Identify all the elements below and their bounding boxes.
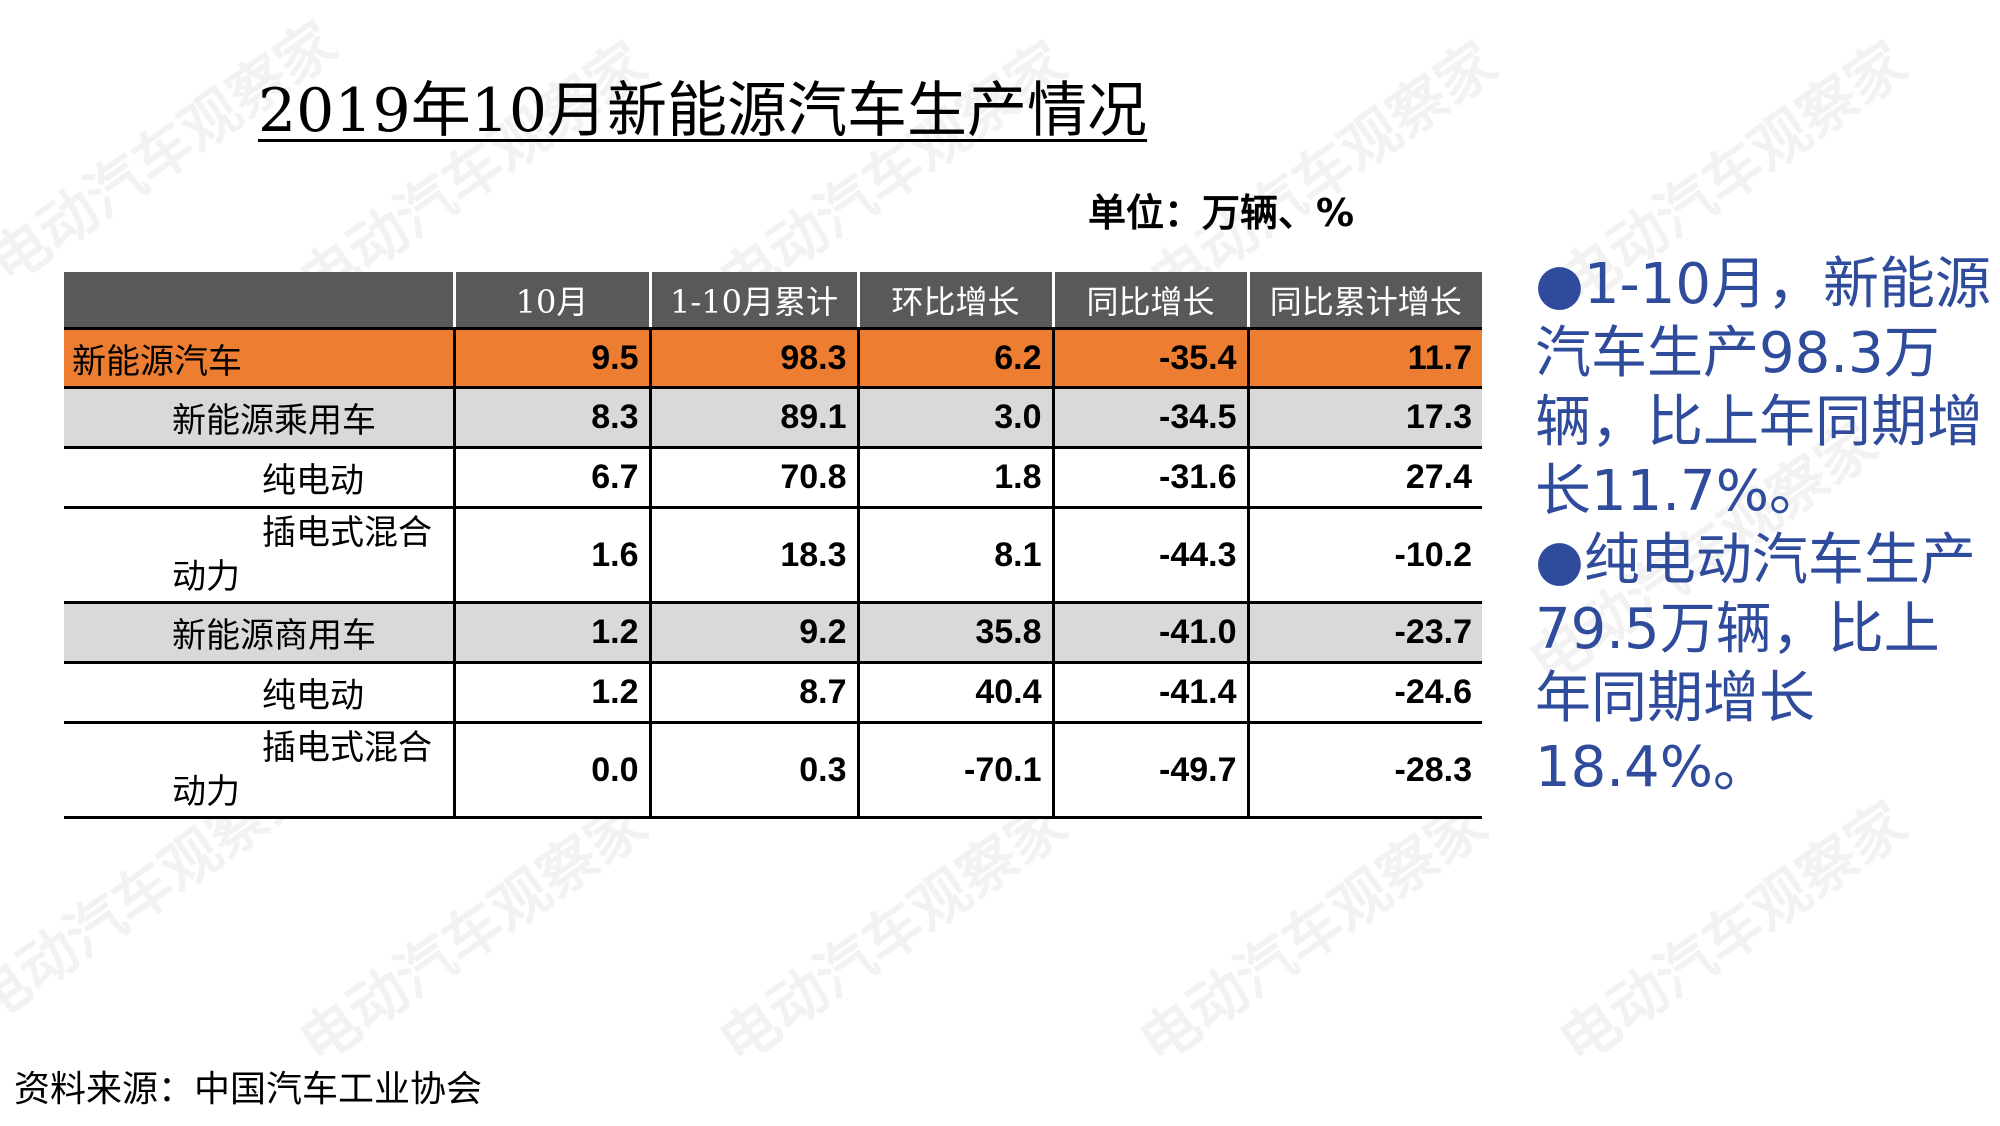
table-header-row: 10月 1-10月累计 环比增长 同比增长 同比累计增长 (64, 272, 1482, 330)
header-cell: 同比增长 (1051, 272, 1248, 330)
table-cell: 27.4 (1246, 447, 1482, 509)
table-row: 新能源乘用车 8.3 89.1 3.0 -34.5 17.3 (64, 387, 1482, 449)
row-label: 新能源汽车 (64, 328, 454, 389)
table-cell: -23.7 (1246, 602, 1482, 664)
header-cell (64, 272, 454, 330)
table-cell: -24.6 (1246, 662, 1482, 724)
table-cell: 70.8 (648, 447, 858, 509)
table-cell: 35.8 (856, 602, 1053, 664)
row-label-line: 动力 (172, 772, 240, 812)
table-cell: 11.7 (1246, 328, 1482, 389)
table-cell: 89.1 (648, 387, 858, 449)
table-cell: 8.7 (648, 662, 858, 724)
row-label-line: 动力 (172, 557, 240, 597)
table-cell: -70.1 (856, 722, 1053, 819)
watermark: 电动汽车观察家 (707, 788, 1079, 1078)
table-cell: 1.2 (452, 602, 650, 664)
table-row: 纯电动 1.2 8.7 40.4 -41.4 -24.6 (64, 662, 1482, 724)
watermark: 电动汽车观察家 (1547, 788, 1919, 1078)
table-cell: -49.7 (1051, 722, 1248, 819)
table-cell: -41.4 (1051, 662, 1248, 724)
table-row: 新能源商用车 1.2 9.2 35.8 -41.0 -23.7 (64, 602, 1482, 664)
table-cell: 98.3 (648, 328, 858, 389)
header-cell: 环比增长 (856, 272, 1053, 330)
row-label: 插电式混合 动力 (64, 722, 454, 819)
table-cell: 18.3 (648, 507, 858, 604)
table-cell: 3.0 (856, 387, 1053, 449)
table-cell: 6.2 (856, 328, 1053, 389)
table-row: 纯电动 6.7 70.8 1.8 -31.6 27.4 (64, 447, 1482, 509)
table-cell: -44.3 (1051, 507, 1248, 604)
table-cell: -34.5 (1051, 387, 1248, 449)
table-cell: 40.4 (856, 662, 1053, 724)
source-note: 资料来源：中国汽车工业协会 (14, 1069, 483, 1110)
table-cell: 17.3 (1246, 387, 1482, 449)
row-label: 插电式混合 动力 (64, 507, 454, 604)
table-row: 新能源汽车 9.5 98.3 6.2 -35.4 11.7 (64, 328, 1482, 389)
row-label-line: 插电式混合 (262, 728, 432, 768)
production-table: 10月 1-10月累计 环比增长 同比增长 同比累计增长 新能源汽车 9.5 9… (64, 272, 1482, 819)
table-cell: -28.3 (1246, 722, 1482, 819)
table-cell: -41.0 (1051, 602, 1248, 664)
table-cell: 9.2 (648, 602, 858, 664)
table-cell: 1.6 (452, 507, 650, 604)
summary-note: ●纯电动汽车生产79.5万辆，比上年同期增长18.4%。 (1535, 528, 1976, 800)
table-row: 插电式混合 动力 1.6 18.3 8.1 -44.3 -10.2 (64, 507, 1482, 604)
table-cell: -10.2 (1246, 507, 1482, 604)
table-cell: 8.1 (856, 507, 1053, 604)
unit-label: 单位：万辆、% (1088, 191, 1355, 235)
table-cell: 1.8 (856, 447, 1053, 509)
table-row: 插电式混合 动力 0.0 0.3 -70.1 -49.7 -28.3 (64, 722, 1482, 819)
table-cell: 9.5 (452, 328, 650, 389)
page-title: 2019年10月新能源汽车生产情况 (258, 76, 1148, 146)
row-label: 新能源商用车 (64, 602, 454, 664)
table-cell: 0.0 (452, 722, 650, 819)
summary-notes: ●1-10月，新能源汽车生产98.3万辆，比上年同期增长11.7%。 ●纯电动汽… (1535, 250, 1995, 802)
table-cell: 8.3 (452, 387, 650, 449)
row-label: 纯电动 (64, 662, 454, 724)
table-cell: 6.7 (452, 447, 650, 509)
table-cell: 0.3 (648, 722, 858, 819)
row-label: 新能源乘用车 (64, 387, 454, 449)
table-cell: -35.4 (1051, 328, 1248, 389)
watermark: 电动汽车观察家 (1127, 788, 1499, 1078)
summary-note: ●1-10月，新能源汽车生产98.3万辆，比上年同期增长11.7%。 (1535, 252, 1991, 524)
header-cell: 1-10月累计 (648, 272, 858, 330)
table-cell: -31.6 (1051, 447, 1248, 509)
watermark: 电动汽车观察家 (0, 8, 349, 298)
header-cell: 10月 (452, 272, 650, 330)
table-cell: 1.2 (452, 662, 650, 724)
watermark: 电动汽车观察家 (287, 788, 659, 1078)
header-cell: 同比累计增长 (1246, 272, 1482, 330)
row-label: 纯电动 (64, 447, 454, 509)
row-label-line: 插电式混合 (262, 513, 432, 553)
